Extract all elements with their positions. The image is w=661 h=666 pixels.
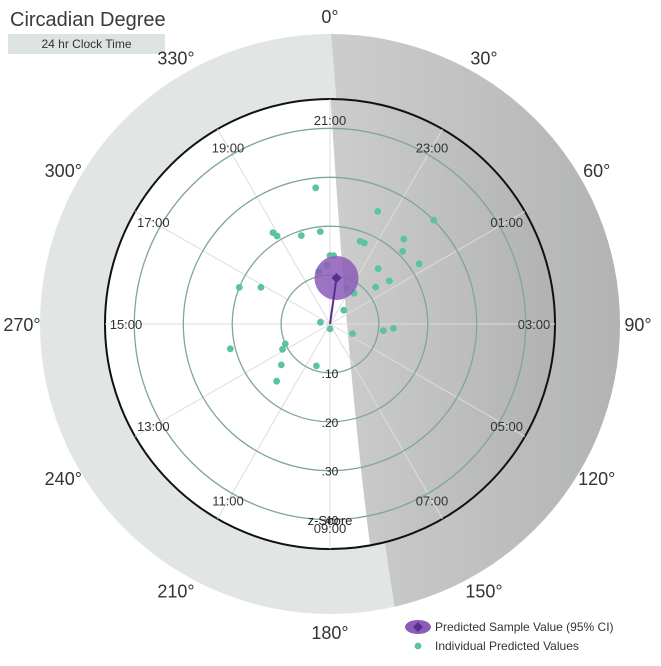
legend: Predicted Sample Value (95% CI) Individua… [405,620,614,653]
spoke-line [329,323,526,437]
degree-label: 330° [157,48,194,68]
clock-time-label: 19:00 [212,140,245,155]
individual-point [374,265,382,272]
radial-tick-label: .10 [322,367,339,381]
inner-shade [330,99,555,549]
clock-time-label: 11:00 [212,494,244,509]
degree-label: 240° [45,469,82,489]
degree-label: 210° [157,582,194,602]
predicted-sample [314,256,359,325]
radial-tick-label: .30 [322,465,339,479]
individual-point [281,340,289,348]
degree-label: 60° [583,161,610,181]
individual-point [349,330,356,337]
individual-point [399,248,406,255]
clock-time-label: 15:00 [110,317,143,332]
individual-point [386,277,393,285]
radial-grid-ring [182,176,478,472]
radial-tick-label: .40 [322,514,339,528]
individual-point [390,325,397,332]
clock-time-label: 23:00 [416,140,449,155]
spoke-line [134,323,331,437]
predicted-marker [331,272,342,283]
chart-title: Circadian Degree [10,9,166,31]
degree-label: 270° [3,315,40,335]
individual-point [340,306,348,314]
individual-point [380,327,387,334]
clock-time-label: 13:00 [137,419,170,434]
individual-point [273,377,280,385]
spoke-line [217,323,331,520]
radial-axis-label: z-Score [308,513,353,528]
degree-label: 90° [624,315,651,335]
clock-time-label: 24 hr Clock Time [8,34,165,54]
individual-point [313,362,320,370]
clock-time-label: 07:00 [416,494,449,509]
clock-time-label: 03:00 [518,317,551,332]
degree-label: 150° [465,582,502,602]
individual-point [235,284,243,291]
legend-predicted-marker [413,622,423,632]
individual-point [257,283,265,291]
spoke-line [329,211,526,325]
radial-grid-ring [231,225,429,423]
individual-point [374,208,382,215]
individual-point [400,235,408,243]
polar-grid [105,99,555,549]
predicted-vector [329,277,338,325]
spoke-line [217,128,331,325]
radial-tick-label: .20 [322,416,339,430]
degree-label: 30° [470,48,497,68]
axis-labels: 0° 30° 60° 90° 120° 150° 180° 210° 240° 270° 300° 3… [3,7,651,643]
individual-point [372,283,379,291]
clock-time-label: 05:00 [490,419,523,434]
radial-grid-ring [133,127,527,521]
individual-point [226,345,234,353]
individual-point [277,361,285,369]
spoke-line [134,211,331,325]
spoke-line [329,323,443,520]
individual-point [316,228,324,236]
degree-label: 180° [311,623,348,643]
clock-time-label: 01:00 [490,215,523,230]
individual-point [312,184,320,192]
individual-point [415,260,423,268]
clock-time-label: 21:00 [314,113,347,128]
legend-individual-label: Individual Predicted Values [435,639,579,653]
individual-point [273,232,281,240]
clock-time-label: 17:00 [137,215,170,230]
individual-point [430,216,438,224]
degree-label: 0° [321,7,338,27]
degree-label: 120° [578,469,615,489]
degree-label: 300° [45,161,82,181]
clock-time-label: 09:00 [314,521,347,536]
individual-point [297,232,305,240]
legend-predicted-label: Predicted Sample Value (95% CI) [435,620,614,634]
individual-point [279,345,286,353]
individual-point [317,318,324,326]
legend-individual-swatch [414,642,422,650]
individual-point [356,237,364,245]
individual-point [326,325,334,333]
